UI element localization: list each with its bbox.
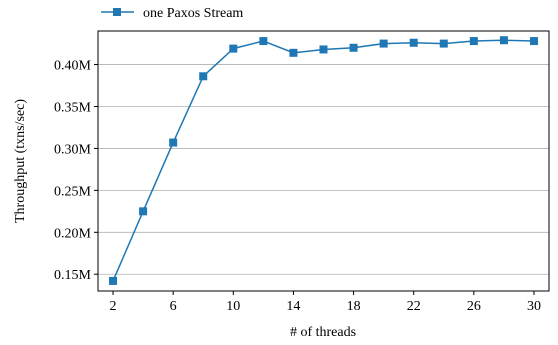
x-axis-ticks: 2 6 10 14 18 22 26 30 bbox=[110, 291, 541, 314]
legend-marker-swatch bbox=[113, 8, 121, 16]
x-tick-label: 18 bbox=[347, 299, 361, 314]
data-point bbox=[259, 37, 268, 46]
data-point bbox=[109, 276, 118, 285]
y-tick-label: 0.35M bbox=[54, 100, 92, 115]
y-axis-label: Throughput (txns/sec) bbox=[13, 99, 28, 223]
series-group bbox=[109, 36, 538, 285]
y-tick-label: 0.40M bbox=[54, 59, 92, 74]
x-tick-label: 2 bbox=[110, 299, 117, 314]
x-tick-label: 14 bbox=[286, 299, 300, 314]
data-point bbox=[349, 43, 358, 52]
series-line bbox=[112, 39, 534, 282]
x-axis-label: # of threads bbox=[290, 325, 356, 340]
x-tick-label: 6 bbox=[170, 299, 177, 314]
x-tick-label: 30 bbox=[527, 299, 541, 314]
grid-lines bbox=[98, 64, 549, 275]
data-point bbox=[499, 36, 508, 45]
y-tick-label: 0.15M bbox=[54, 268, 92, 283]
x-tick-label: 26 bbox=[467, 299, 481, 314]
data-point bbox=[319, 45, 328, 54]
data-point bbox=[469, 37, 478, 46]
data-point bbox=[409, 38, 418, 47]
data-point bbox=[439, 39, 448, 48]
y-axis-ticks: 0.15M 0.20M 0.25M 0.30M 0.35M 0.40M bbox=[54, 59, 98, 283]
y-tick-label: 0.20M bbox=[54, 226, 92, 241]
data-point bbox=[229, 44, 238, 53]
data-point bbox=[169, 138, 178, 147]
plot-area bbox=[97, 30, 550, 292]
y-tick-label: 0.30M bbox=[54, 142, 92, 157]
legend: one Paxos Stream bbox=[101, 6, 243, 21]
data-point bbox=[139, 207, 148, 216]
x-tick-label: 10 bbox=[226, 299, 240, 314]
x-tick-label: 22 bbox=[407, 299, 421, 314]
data-point bbox=[529, 37, 538, 46]
legend-label: one Paxos Stream bbox=[143, 6, 243, 21]
data-point bbox=[199, 72, 208, 81]
data-point bbox=[289, 48, 298, 57]
y-tick-label: 0.25M bbox=[54, 184, 92, 199]
data-point bbox=[379, 39, 388, 48]
